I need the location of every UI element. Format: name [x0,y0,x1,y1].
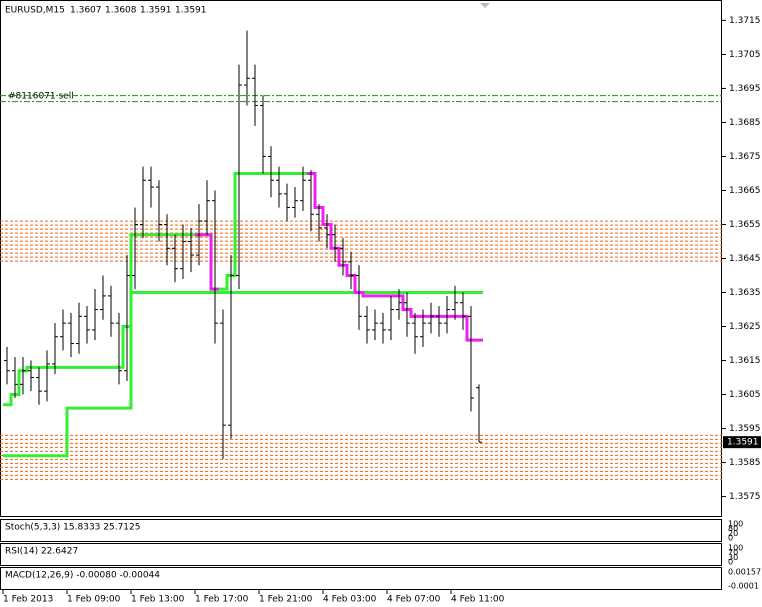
panel-title: Stoch(5,3,3) 15.8333 25.7125 [5,523,140,533]
scroll-marker [480,3,490,8]
y-tick-label: 1.3695 [729,84,761,94]
indicator-line [3,291,483,458]
open-value: 1.3607 [70,6,102,16]
panel-tick-label: 20 [728,529,738,538]
panel-tick-label: 0 [728,558,733,567]
x-tick-label: 1 Feb 2013 [3,595,53,605]
x-tick-label: 4 Feb 11:00 [451,595,505,605]
x-tick-label: 1 Feb 09:00 [67,595,121,605]
panel-tick-label: -0.0001 [728,582,759,591]
panel-tick-label: 70 [728,548,738,557]
panel-tick-label: 30 [728,553,738,562]
y-tick-label: 1.3575 [729,492,761,502]
close-value: 1.3591 [175,6,207,16]
y-tick-label: 1.3685 [729,118,761,128]
x-tick-label: 1 Feb 17:00 [195,595,249,605]
panel-tick-label: 80 [728,524,738,533]
y-tick-label: 1.3715 [729,16,761,26]
current-price-box [723,436,761,449]
y-tick-label: 1.3635 [729,288,761,298]
low-value: 1.3591 [140,6,172,16]
x-tick-label: 1 Feb 13:00 [131,595,185,605]
y-tick-label: 1.3625 [729,322,761,332]
high-value: 1.3608 [105,6,137,16]
x-tick-label: 4 Feb 03:00 [323,595,377,605]
y-tick-label: 1.3675 [729,152,761,162]
chart-title: EURUSD,M15 [5,6,65,16]
y-tick-label: 1.3665 [729,186,761,196]
x-tick-label: 4 Feb 07:00 [387,595,441,605]
y-tick-label: 1.3595 [729,424,761,434]
macd-panel [0,567,722,590]
panel-title: RSI(14) 22.6427 [5,547,78,557]
y-tick-label: 1.3615 [729,356,761,366]
y-tick-label: 1.3705 [729,50,761,60]
panel-tick-label: 0.00157 [728,568,761,577]
stoch-panel [0,519,722,542]
main-panel [0,0,722,517]
order-annotation: #8116071 sell [8,92,74,102]
y-tick-label: 1.3655 [729,220,761,230]
y-tick-label: 1.3645 [729,254,761,264]
panel-title: MACD(12,26,9) -0.00080 -0.00044 [5,571,160,581]
indicator-line [195,171,483,342]
panel-tick-label: 100 [728,544,743,553]
x-tick-label: 1 Feb 21:00 [259,595,313,605]
indicator-line [3,171,315,407]
current-price-label: 1.3591 [727,438,759,448]
y-tick-label: 1.3605 [729,390,761,400]
rsi-panel [0,543,722,566]
panel-tick-label: 0 [728,534,733,543]
y-tick-label: 1.3585 [729,458,761,468]
panel-tick-label: 100 [728,520,743,529]
